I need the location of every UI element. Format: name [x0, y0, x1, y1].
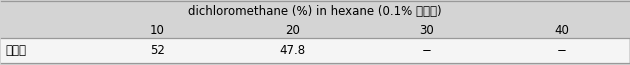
Text: 20: 20	[285, 24, 299, 37]
Text: 47.8: 47.8	[279, 44, 305, 57]
Bar	[1, 22, 629, 38]
Text: 40: 40	[554, 24, 569, 37]
Text: 회수율: 회수율	[5, 44, 26, 57]
Text: 10: 10	[150, 24, 165, 37]
Text: −: −	[422, 44, 432, 57]
Bar	[1, 1, 629, 22]
Text: 52: 52	[150, 44, 165, 57]
Text: −: −	[557, 44, 566, 57]
Text: 30: 30	[420, 24, 434, 37]
Text: dichloromethane (%) in hexane (0.1% 개미산): dichloromethane (%) in hexane (0.1% 개미산)	[188, 5, 442, 18]
Bar	[1, 38, 629, 63]
